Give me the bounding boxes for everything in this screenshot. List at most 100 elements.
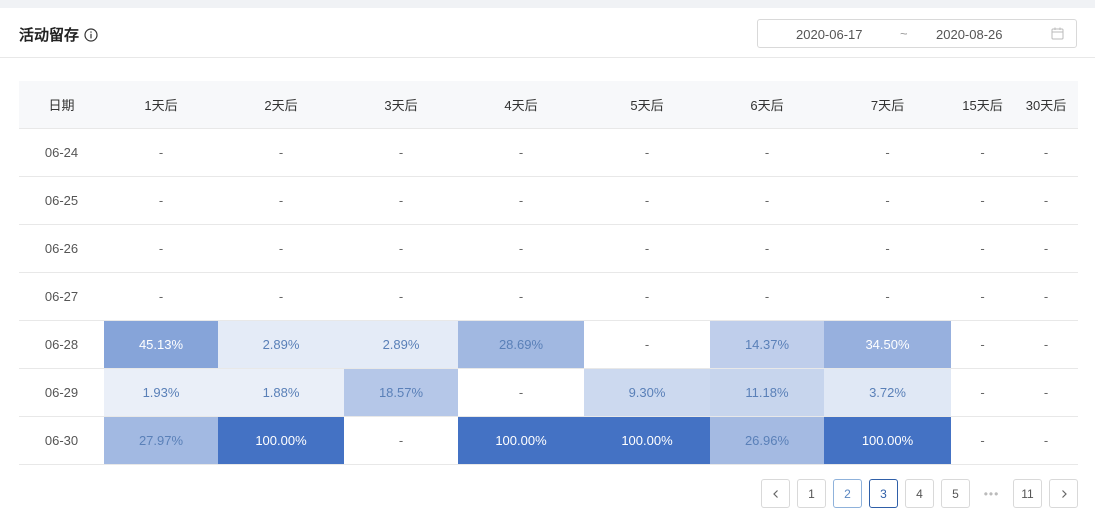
table-row: 06-26- - - - - - - - - <box>19 224 1078 273</box>
table-row: 06-29 1.93% 1.88% 18.57% -9.30% 11.18% 3.72% - - <box>19 368 1078 417</box>
pagination: 1 2 3 4 5 ••• 11 <box>761 479 1078 508</box>
column-header-day: 15天后 <box>951 81 1014 129</box>
column-header-day: 6天后 <box>710 81 824 129</box>
retention-cell: 28.69% <box>458 320 584 369</box>
retention-cell: - <box>344 416 458 465</box>
retention-cell: 3.72% <box>824 368 951 417</box>
retention-cell: - <box>104 176 218 225</box>
retention-cell: - <box>458 272 584 321</box>
retention-cell: 45.13% <box>104 320 218 369</box>
retention-cell: - <box>344 272 458 321</box>
retention-cell: - <box>218 128 344 177</box>
date-range-picker[interactable]: 2020-06-17 ~ 2020-08-26 <box>757 19 1077 48</box>
column-header-day: 3天后 <box>344 81 458 129</box>
page-button-2[interactable]: 2 <box>833 479 862 508</box>
retention-cell: 100.00% <box>824 416 951 465</box>
table-row: 06-30 27.97% 100.00% -100.00% 100.00% 26.96% 1… <box>19 416 1078 465</box>
retention-cell: - <box>951 416 1014 465</box>
row-date-cell: 06-30 <box>19 416 104 465</box>
retention-cell: - <box>344 224 458 273</box>
retention-cell: 1.93% <box>104 368 218 417</box>
retention-cell: - <box>824 224 951 273</box>
retention-cell: - <box>951 224 1014 273</box>
retention-cell: - <box>1014 272 1078 321</box>
top-strip <box>0 0 1095 8</box>
retention-cell: - <box>824 176 951 225</box>
page-button-4[interactable]: 4 <box>905 479 934 508</box>
page-button-3[interactable]: 3 <box>869 479 898 508</box>
column-header-date: 日期 <box>19 81 104 129</box>
retention-cell: - <box>951 128 1014 177</box>
panel-title: 活动留存 <box>19 24 98 45</box>
retention-cell: - <box>458 368 584 417</box>
retention-cell: - <box>710 176 824 225</box>
retention-cell: - <box>710 272 824 321</box>
retention-cell: 100.00% <box>218 416 344 465</box>
retention-cell: - <box>951 272 1014 321</box>
retention-cell: - <box>1014 416 1078 465</box>
row-date-cell: 06-24 <box>19 128 104 177</box>
retention-cell: - <box>584 128 710 177</box>
retention-cell: - <box>104 128 218 177</box>
retention-cell: - <box>1014 128 1078 177</box>
retention-cell: - <box>458 176 584 225</box>
chevron-right-icon <box>1061 489 1067 498</box>
retention-cell: - <box>218 272 344 321</box>
retention-cell: - <box>584 224 710 273</box>
retention-cell: - <box>951 368 1014 417</box>
retention-cell: 11.18% <box>710 368 824 417</box>
column-header-day: 5天后 <box>584 81 710 129</box>
page-ellipsis[interactable]: ••• <box>977 479 1006 508</box>
column-header-day: 7天后 <box>824 81 951 129</box>
retention-cell: 27.97% <box>104 416 218 465</box>
retention-cell: - <box>951 176 1014 225</box>
table-row: 06-27- - - - - - - - - <box>19 272 1078 321</box>
date-separator: ~ <box>900 26 908 41</box>
table-body: 06-24- - - - - - - - -06-25- - - - - - - - -06-26- - - - - - -… <box>19 128 1078 465</box>
retention-table: 日期 1天后 2天后 3天后 4天后 5天后 6天后 7天后 15天后 30天后 06-24- - -… <box>19 81 1078 465</box>
retention-cell: - <box>218 224 344 273</box>
retention-cell: - <box>584 176 710 225</box>
page-button-last[interactable]: 11 <box>1013 479 1042 508</box>
row-date-cell: 06-26 <box>19 224 104 273</box>
page-button-1[interactable]: 1 <box>797 479 826 508</box>
retention-cell: 14.37% <box>710 320 824 369</box>
retention-cell: - <box>951 320 1014 369</box>
row-date-cell: 06-27 <box>19 272 104 321</box>
info-icon[interactable] <box>84 27 98 42</box>
retention-cell: - <box>104 272 218 321</box>
next-page-button[interactable] <box>1049 479 1078 508</box>
retention-cell: - <box>104 224 218 273</box>
retention-cell: 100.00% <box>458 416 584 465</box>
end-date[interactable]: 2020-08-26 <box>936 27 1003 42</box>
retention-cell: - <box>344 128 458 177</box>
calendar-icon[interactable] <box>1051 27 1064 40</box>
retention-cell: - <box>1014 224 1078 273</box>
retention-cell: 1.88% <box>218 368 344 417</box>
row-date-cell: 06-25 <box>19 176 104 225</box>
column-header-day: 30天后 <box>1014 81 1078 129</box>
retention-cell: - <box>1014 176 1078 225</box>
table-row: 06-28 45.13% 2.89% 2.89% 28.69% -14.37% 34.50%… <box>19 320 1078 369</box>
prev-page-button[interactable] <box>761 479 790 508</box>
retention-cell: - <box>1014 320 1078 369</box>
table-row: 06-25- - - - - - - - - <box>19 176 1078 225</box>
row-date-cell: 06-28 <box>19 320 104 369</box>
retention-cell: - <box>458 128 584 177</box>
retention-cell: 26.96% <box>710 416 824 465</box>
table-header-row: 日期 1天后 2天后 3天后 4天后 5天后 6天后 7天后 15天后 30天后 <box>19 81 1078 129</box>
retention-cell: - <box>584 272 710 321</box>
retention-cell: 2.89% <box>218 320 344 369</box>
retention-cell: - <box>458 224 584 273</box>
retention-cell: 9.30% <box>584 368 710 417</box>
start-date[interactable]: 2020-06-17 <box>796 27 863 42</box>
page-button-5[interactable]: 5 <box>941 479 970 508</box>
column-header-day: 4天后 <box>458 81 584 129</box>
retention-cell: 18.57% <box>344 368 458 417</box>
row-date-cell: 06-29 <box>19 368 104 417</box>
chevron-left-icon <box>772 489 778 498</box>
retention-cell: - <box>824 128 951 177</box>
column-header-day: 2天后 <box>218 81 344 129</box>
retention-cell: - <box>218 176 344 225</box>
column-header-day: 1天后 <box>104 81 218 129</box>
